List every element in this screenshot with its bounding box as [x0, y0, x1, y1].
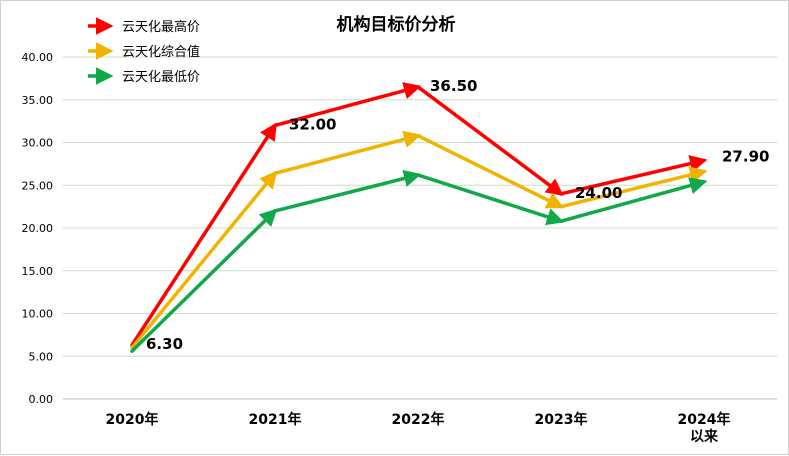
series-segment	[559, 177, 708, 223]
legend-item: 云天化最高价	[88, 17, 200, 35]
legend-label: 云天化最低价	[122, 70, 200, 85]
data-label: 24.00	[575, 184, 622, 202]
series-segment	[130, 208, 278, 353]
series-segment	[416, 85, 564, 196]
y-tick-label: 40.00	[22, 51, 54, 64]
y-tick-label: 15.00	[22, 265, 54, 278]
x-tick-label: 2024年	[678, 411, 731, 428]
data-label: 32.00	[289, 115, 336, 133]
y-tick-label: 0.00	[29, 393, 54, 406]
series-segment	[273, 82, 422, 128]
series-segment	[416, 133, 565, 209]
data-label: 36.50	[430, 77, 477, 95]
series-segment	[559, 155, 708, 196]
x-tick-label: 2021年	[249, 411, 302, 428]
legend-item: 云天化最低价	[88, 67, 200, 85]
series-segment	[273, 130, 422, 176]
x-tick-label: 2023年	[535, 411, 588, 428]
x-tick-label: 以来	[690, 429, 719, 445]
series-segment	[559, 166, 708, 209]
data-label: 27.90	[722, 147, 769, 165]
series-line	[130, 82, 708, 347]
data-label: 6.30	[146, 335, 183, 353]
chart-title: 机构目标价分析	[337, 14, 456, 35]
legend-label: 云天化综合值	[122, 44, 200, 60]
x-tick-label: 2022年	[392, 411, 445, 428]
legend-label: 云天化最高价	[122, 19, 200, 35]
y-tick-label: 20.00	[22, 222, 54, 235]
series-line	[130, 169, 708, 353]
legend-item: 云天化综合值	[88, 42, 200, 60]
y-tick-label: 10.00	[22, 308, 54, 321]
series-line	[130, 130, 708, 350]
y-tick-label: 5.00	[29, 350, 54, 363]
series-segment	[130, 122, 277, 347]
y-tick-label: 25.00	[22, 179, 54, 192]
y-tick-label: 35.00	[22, 94, 54, 107]
y-tick-label: 30.00	[22, 137, 54, 150]
series-segment	[273, 169, 422, 213]
series-segment	[416, 173, 565, 226]
x-tick-label: 2020年	[106, 411, 159, 428]
series-segment	[130, 170, 278, 350]
